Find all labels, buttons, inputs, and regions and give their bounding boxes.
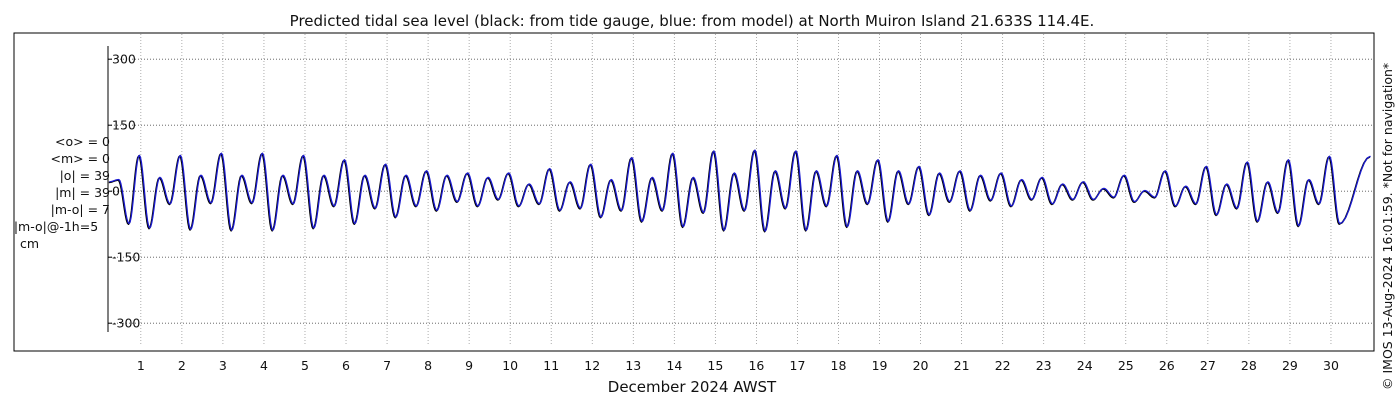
y-tick-label: -300	[112, 316, 140, 331]
copyright-notice: © IMOS 13-Aug-2024 16:01:59. *Not for na…	[1380, 62, 1395, 390]
x-tick-label: 3	[219, 358, 227, 373]
x-tick-label: 11	[543, 358, 559, 373]
x-axis-label: December 2024 AWST	[608, 378, 777, 396]
x-tick-label: 7	[383, 358, 391, 373]
outer-frame	[13, 32, 1375, 352]
x-axis-ticks: 1 2 3 4 5 6 7 8 9 10 11 12 13 14 15 16 17 18 19 20 21 22 23 24 2…	[137, 358, 1339, 373]
x-tick-label: 13	[625, 358, 641, 373]
x-tick-label: 16	[748, 358, 764, 373]
x-tick-label: 1	[137, 358, 145, 373]
x-tick-label: 8	[424, 358, 432, 373]
x-tick-label: 14	[666, 358, 682, 373]
x-tick-label: 5	[301, 358, 309, 373]
stat-line: |o| = 39	[59, 168, 110, 183]
x-tick-label: 6	[342, 358, 350, 373]
x-tick-label: 26	[1159, 358, 1175, 373]
stats-panel: <o> = 0 <m> = 0 |o| = 39 |m| = 39 |m-o| = 7 |…	[0, 133, 126, 252]
chart-title: Predicted tidal sea level (black: from t…	[290, 12, 1095, 30]
y-tick-label: 300	[112, 52, 136, 67]
y-tick-label: -150	[112, 250, 140, 265]
stat-line: <m> = 0	[50, 151, 111, 166]
x-tick-label: 21	[954, 358, 970, 373]
x-tick-label: 20	[913, 358, 929, 373]
x-tick-label: 4	[260, 358, 268, 373]
x-tick-label: 9	[465, 358, 473, 373]
x-tick-label: 28	[1241, 358, 1257, 373]
x-tick-label: 27	[1200, 358, 1216, 373]
stat-line: cm	[20, 236, 40, 251]
y-tick-label: 0	[112, 184, 120, 199]
stat-line: |m-o|@-1h=5	[13, 219, 99, 234]
stat-line: |m| = 39	[55, 185, 110, 200]
stat-line: |m-o| = 7	[50, 202, 110, 217]
grid-lines	[108, 34, 1372, 346]
x-tick-label: 25	[1118, 358, 1134, 373]
stat-line: <o> = 0	[55, 134, 110, 149]
x-tick-label: 19	[872, 358, 888, 373]
x-tick-label: 18	[831, 358, 847, 373]
y-axis-ticks: -300 -150 0 150 300	[108, 52, 140, 331]
x-tick-label: 15	[707, 358, 723, 373]
series-group	[108, 149, 1371, 233]
x-tick-label: 12	[584, 358, 600, 373]
model-line	[109, 149, 1371, 232]
x-tick-label: 2	[178, 358, 186, 373]
x-tick-label: 23	[1036, 358, 1052, 373]
x-tick-label: 29	[1282, 358, 1298, 373]
y-tick-label: 150	[112, 118, 136, 133]
x-tick-label: 30	[1323, 358, 1339, 373]
x-tick-label: 17	[790, 358, 806, 373]
x-tick-label: 22	[995, 358, 1011, 373]
x-tick-label: 24	[1077, 358, 1093, 373]
x-tick-label: 10	[502, 358, 518, 373]
